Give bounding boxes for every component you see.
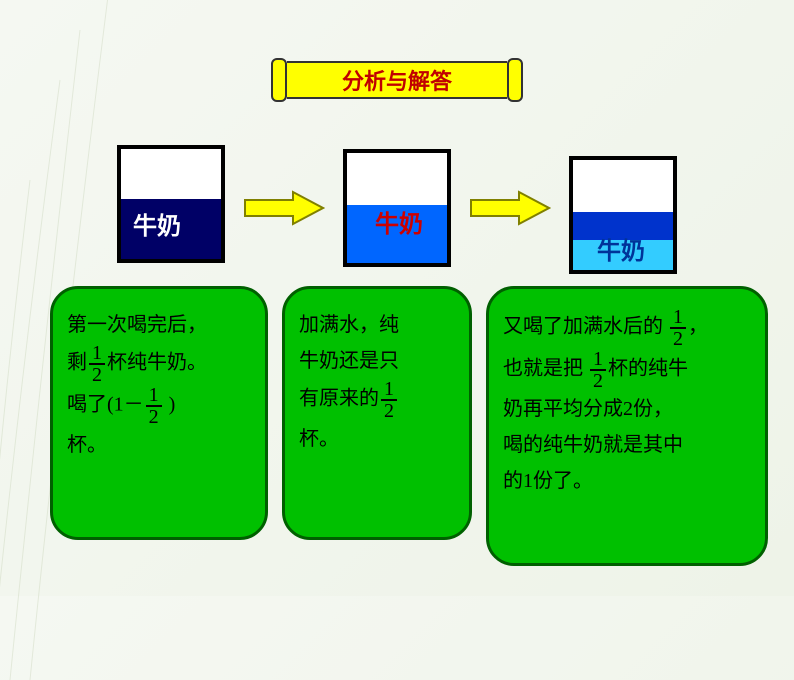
scroll-left <box>271 58 287 102</box>
b1-l2a: 剩 <box>67 352 87 374</box>
arrow-1 <box>243 190 325 226</box>
text-box-3: 又喝了加满水后的 12， 也就是把 12杯的纯牛 奶再平均分成2份， 喝的纯牛奶… <box>486 286 768 566</box>
arrow-2 <box>469 190 551 226</box>
b3-frac1: 12 <box>670 307 686 349</box>
cup-3-label: 牛奶 <box>597 231 645 266</box>
cup-2-label: 牛奶 <box>375 204 423 239</box>
b1-frac2: 12 <box>146 385 162 427</box>
cup-1: 牛奶 <box>117 145 225 263</box>
b3-l1b: ， <box>688 316 708 338</box>
banner-title: 分析与解答 <box>287 61 507 99</box>
b2-l3a: 有原来的 <box>299 388 379 410</box>
b2-l2: 牛奶还是只 <box>299 350 399 372</box>
text-box-2: 加满水，纯 牛奶还是只 有原来的12 杯。 <box>282 286 472 540</box>
b3-l1a: 又喝了加满水后的 <box>503 316 668 338</box>
scroll-right <box>507 58 523 102</box>
b1-l1: 第一次喝完后， <box>67 314 207 336</box>
cup-3: 牛奶 <box>569 156 677 274</box>
b1-l3a: 喝了(1－ <box>67 394 144 416</box>
title-banner: 分析与解答 <box>271 58 523 102</box>
b1-l3b: ) <box>164 394 176 416</box>
b3-l4: 喝的纯牛奶就是其中 <box>503 434 683 456</box>
b3-l2b: 杯的纯牛 <box>608 358 688 380</box>
b2-l4: 杯。 <box>299 428 339 450</box>
b3-l5: 的1份了。 <box>503 470 593 492</box>
cup-1-label: 牛奶 <box>133 206 181 241</box>
cup-2: 牛奶 <box>343 149 451 267</box>
cups-row: 牛奶 牛奶 牛奶 <box>0 142 794 274</box>
b2-frac: 12 <box>381 379 397 421</box>
text-boxes: 第一次喝完后， 剩12杯纯牛奶。 喝了(1－12 ) 杯。 加满水，纯 牛奶还是… <box>50 286 768 566</box>
text-box-1: 第一次喝完后， 剩12杯纯牛奶。 喝了(1－12 ) 杯。 <box>50 286 268 540</box>
b2-l1: 加满水，纯 <box>299 314 399 336</box>
b1-l2b: 杯纯牛奶。 <box>107 352 207 374</box>
b1-frac1: 12 <box>89 343 105 385</box>
b1-l4: 杯。 <box>67 434 107 456</box>
b3-frac2: 12 <box>590 349 606 391</box>
b3-l3: 奶再平均分成2份， <box>503 398 673 420</box>
b3-l2a: 也就是把 <box>503 358 588 380</box>
